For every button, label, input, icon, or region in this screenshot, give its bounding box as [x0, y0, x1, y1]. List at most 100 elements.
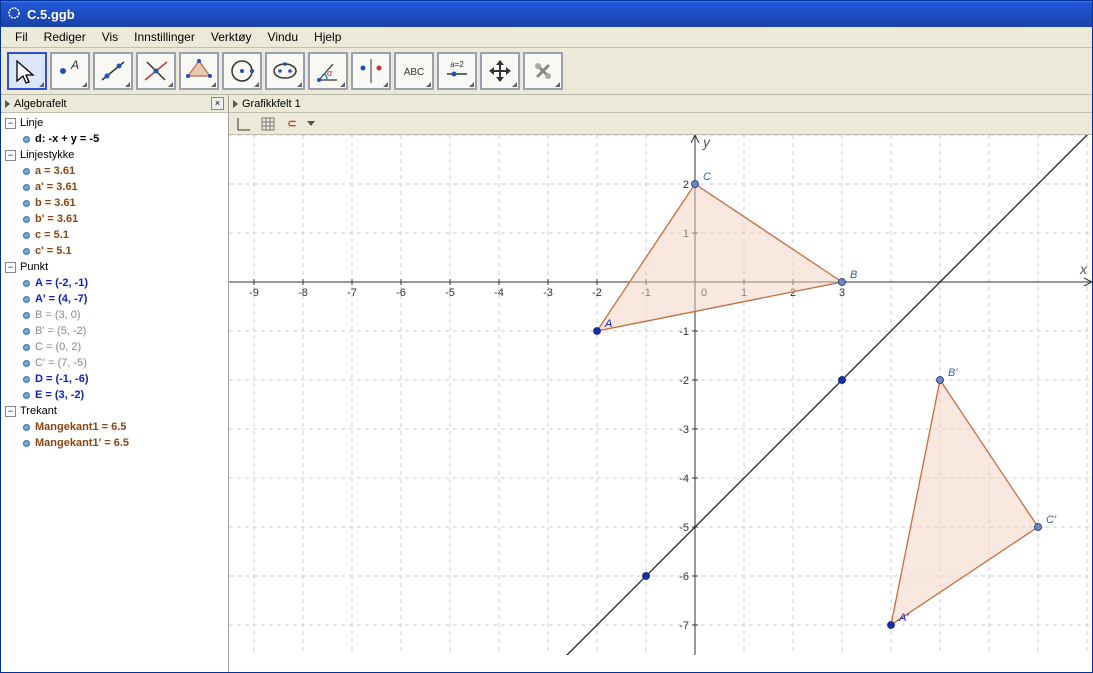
- menu-rediger[interactable]: Rediger: [36, 28, 94, 46]
- svg-text:-7: -7: [347, 287, 357, 299]
- tree-leaf[interactable]: E = (3, -2): [1, 387, 228, 403]
- tool-move-button[interactable]: [7, 52, 47, 90]
- tree-leaf[interactable]: a' = 3.61: [1, 179, 228, 195]
- menu-fil[interactable]: Fil: [7, 28, 36, 46]
- tree-leaf[interactable]: C' = (7, -5): [1, 355, 228, 371]
- menu-hjelp[interactable]: Hjelp: [306, 28, 349, 46]
- visibility-toggle-icon[interactable]: [23, 376, 30, 383]
- svg-text:-5: -5: [679, 522, 689, 534]
- tool-perpendicular-button[interactable]: [136, 52, 176, 90]
- svg-text:2: 2: [683, 179, 689, 191]
- svg-text:B: B: [850, 269, 857, 281]
- menu-vindu[interactable]: Vindu: [260, 28, 306, 46]
- tool-circle-button[interactable]: [222, 52, 262, 90]
- group-label: Linje: [20, 117, 43, 129]
- object-label: Mangekant1' = 6.5: [35, 437, 129, 449]
- visibility-toggle-icon[interactable]: [23, 424, 30, 431]
- svg-text:α: α: [327, 68, 333, 78]
- object-label: a' = 3.61: [35, 181, 78, 193]
- tree-leaf[interactable]: A = (-2, -1): [1, 275, 228, 291]
- axes-toggle-button[interactable]: [233, 115, 255, 133]
- visibility-toggle-icon[interactable]: [23, 360, 30, 367]
- tree-group[interactable]: −Trekant: [1, 403, 228, 419]
- visibility-toggle-icon[interactable]: [23, 280, 30, 287]
- expander-icon[interactable]: −: [5, 406, 16, 417]
- tree-leaf[interactable]: B = (3, 0): [1, 307, 228, 323]
- visibility-toggle-icon[interactable]: [23, 344, 30, 351]
- grid-toggle-button[interactable]: [257, 115, 279, 133]
- titlebar: C.5.ggb: [1, 1, 1092, 27]
- tool-line-button[interactable]: [93, 52, 133, 90]
- object-label: c = 5.1: [35, 229, 69, 241]
- tree-group[interactable]: −Linjestykke: [1, 147, 228, 163]
- visibility-toggle-icon[interactable]: [23, 296, 30, 303]
- group-label: Trekant: [20, 405, 57, 417]
- tree-leaf[interactable]: a = 3.61: [1, 163, 228, 179]
- object-label: B = (3, 0): [35, 309, 81, 321]
- tree-leaf[interactable]: D = (-1, -6): [1, 371, 228, 387]
- tool-text-button[interactable]: ABC: [394, 52, 434, 90]
- tool-ellipse-button[interactable]: [265, 52, 305, 90]
- graphics-header: Grafikkfelt 1: [229, 95, 1092, 113]
- svg-text:-3: -3: [679, 424, 689, 436]
- graphics-title: Grafikkfelt 1: [242, 98, 301, 110]
- visibility-toggle-icon[interactable]: [23, 392, 30, 399]
- svg-text:-8: -8: [298, 287, 308, 299]
- expander-icon[interactable]: −: [5, 150, 16, 161]
- tree-leaf[interactable]: d: -x + y = -5: [1, 131, 228, 147]
- tree-leaf[interactable]: b = 3.61: [1, 195, 228, 211]
- visibility-toggle-icon[interactable]: [23, 328, 30, 335]
- close-panel-button[interactable]: ×: [211, 97, 224, 110]
- collapse-icon[interactable]: [5, 100, 10, 108]
- visibility-toggle-icon[interactable]: [23, 200, 30, 207]
- magnet-button[interactable]: ⊂: [281, 115, 303, 133]
- magnet-dropdown[interactable]: [305, 115, 317, 133]
- tree-leaf[interactable]: A' = (4, -7): [1, 291, 228, 307]
- tool-settings-button[interactable]: [523, 52, 563, 90]
- visibility-toggle-icon[interactable]: [23, 248, 30, 255]
- object-label: b = 3.61: [35, 197, 76, 209]
- tool-reflect-button[interactable]: [351, 52, 391, 90]
- svg-text:-5: -5: [445, 287, 455, 299]
- tree-leaf[interactable]: Mangekant1 = 6.5: [1, 419, 228, 435]
- expander-icon[interactable]: −: [5, 262, 16, 273]
- visibility-toggle-icon[interactable]: [23, 440, 30, 447]
- plot-svg: -9-8-7-6-5-4-3-2-1012321-1-2-3-4-5-6-7xy…: [229, 135, 1092, 655]
- tool-angle-button[interactable]: α: [308, 52, 348, 90]
- visibility-toggle-icon[interactable]: [23, 136, 30, 143]
- tool-point-button[interactable]: A: [50, 52, 90, 90]
- tree-leaf[interactable]: c = 5.1: [1, 227, 228, 243]
- visibility-toggle-icon[interactable]: [23, 312, 30, 319]
- tree-leaf[interactable]: c' = 5.1: [1, 243, 228, 259]
- object-label: a = 3.61: [35, 165, 75, 177]
- menu-innstillinger[interactable]: Innstillinger: [126, 28, 203, 46]
- tree-leaf[interactable]: C = (0, 2): [1, 339, 228, 355]
- tool-polygon-button[interactable]: [179, 52, 219, 90]
- object-label: C' = (7, -5): [35, 357, 87, 369]
- visibility-toggle-icon[interactable]: [23, 184, 30, 191]
- tree-group[interactable]: −Linje: [1, 115, 228, 131]
- svg-text:-1: -1: [679, 326, 689, 338]
- visibility-toggle-icon[interactable]: [23, 168, 30, 175]
- tool-slider-button[interactable]: a=2: [437, 52, 477, 90]
- tree-leaf[interactable]: b' = 3.61: [1, 211, 228, 227]
- collapse-icon[interactable]: [233, 100, 238, 108]
- visibility-toggle-icon[interactable]: [23, 216, 30, 223]
- tool-move-view-button[interactable]: [480, 52, 520, 90]
- tree-leaf[interactable]: Mangekant1' = 6.5: [1, 435, 228, 451]
- svg-text:-4: -4: [494, 287, 504, 299]
- object-label: A' = (4, -7): [35, 293, 87, 305]
- tree-leaf[interactable]: B' = (5, -2): [1, 323, 228, 339]
- algebra-header: Algebrafelt ×: [1, 95, 228, 113]
- graphics-canvas[interactable]: -9-8-7-6-5-4-3-2-1012321-1-2-3-4-5-6-7xy…: [229, 135, 1092, 672]
- visibility-toggle-icon[interactable]: [23, 232, 30, 239]
- tree-group[interactable]: −Punkt: [1, 259, 228, 275]
- workarea: Algebrafelt × −Linjed: -x + y = -5−Linje…: [1, 95, 1092, 672]
- menu-verktøy[interactable]: Verktøy: [203, 28, 260, 46]
- object-label: A = (-2, -1): [35, 277, 88, 289]
- object-label: E = (3, -2): [35, 389, 84, 401]
- svg-text:ABC: ABC: [404, 67, 425, 78]
- menu-vis[interactable]: Vis: [94, 28, 126, 46]
- expander-icon[interactable]: −: [5, 118, 16, 129]
- svg-text:C: C: [703, 171, 711, 183]
